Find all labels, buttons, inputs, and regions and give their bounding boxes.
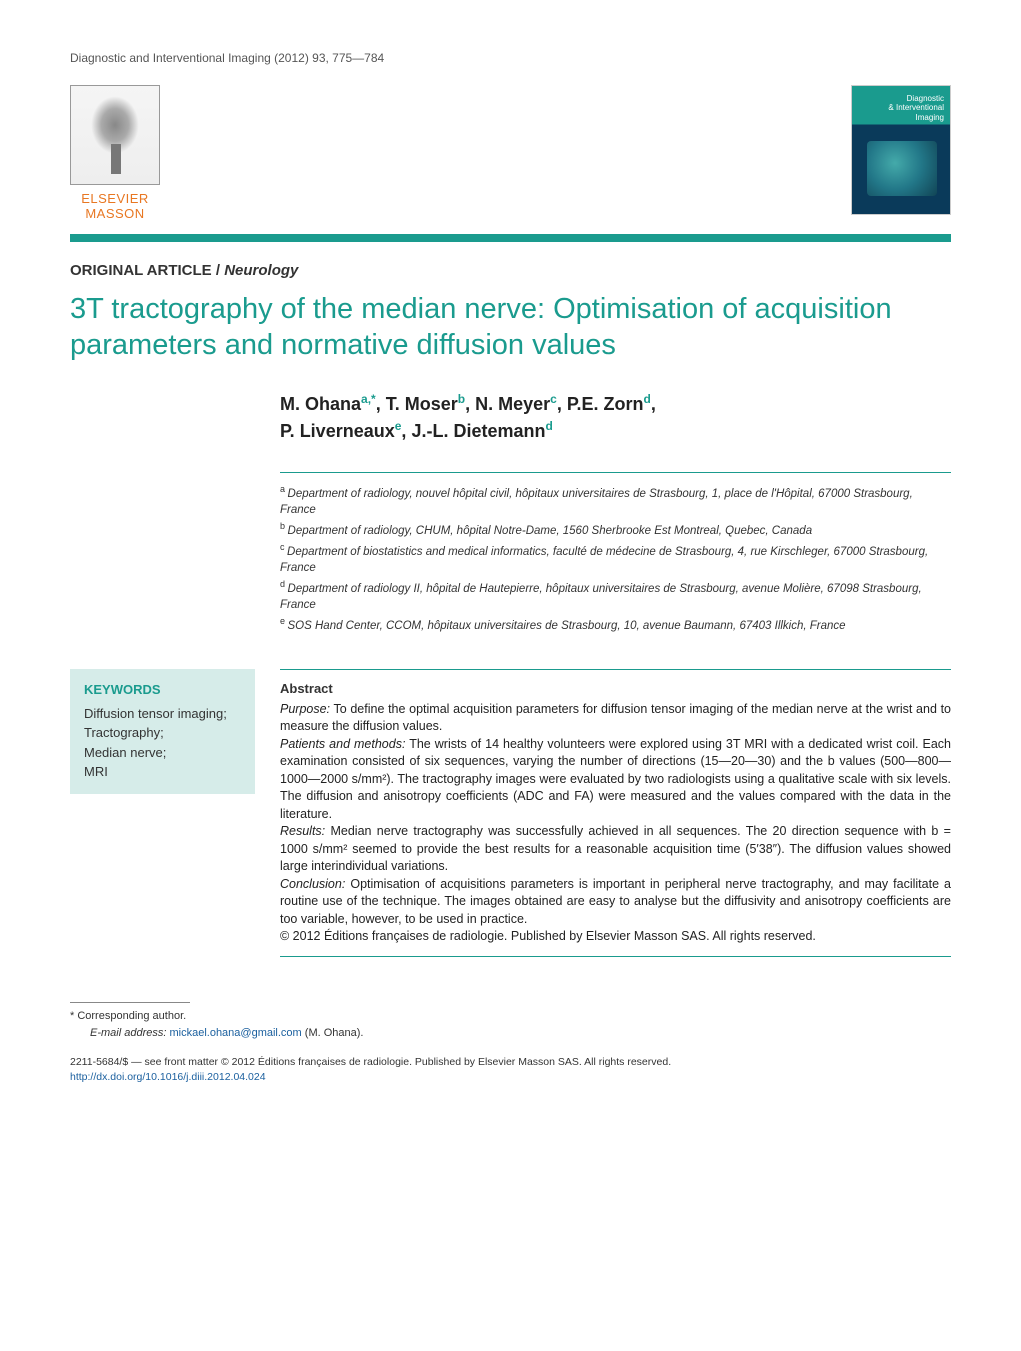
affiliation: c Department of biostatistics and medica… xyxy=(280,541,951,577)
affiliations-block: a Department of radiology, nouvel hôpita… xyxy=(280,472,951,635)
abstract-heading: Abstract xyxy=(280,680,951,698)
email-link[interactable]: mickael.ohana@gmail.com xyxy=(169,1027,301,1039)
author: N. Meyerc xyxy=(475,394,557,414)
keywords-box: KEYWORDS Diffusion tensor imaging;Tracto… xyxy=(70,669,255,793)
doi-link[interactable]: http://dx.doi.org/10.1016/j.diii.2012.04… xyxy=(70,1071,266,1083)
elsevier-tree-icon xyxy=(70,85,160,185)
journal-cover-thumbnail: Diagnostic & Interventional Imaging xyxy=(851,85,951,215)
keyword-item: Tractography; xyxy=(84,723,241,743)
journal-reference: Diagnostic and Interventional Imaging (2… xyxy=(70,50,951,67)
keyword-item: Diffusion tensor imaging; xyxy=(84,704,241,724)
footer-divider xyxy=(70,1002,190,1003)
author: P.E. Zornd xyxy=(567,394,651,414)
divider-bar xyxy=(70,234,951,242)
email-line: E-mail address: mickael.ohana@gmail.com … xyxy=(90,1026,951,1041)
article-type: ORIGINAL ARTICLE / Neurology xyxy=(70,260,951,281)
corresponding-author-note: * Corresponding author. xyxy=(70,1009,951,1024)
abstract-results: Results: Median nerve tractography was s… xyxy=(280,823,951,876)
publisher-name: ELSEVIER MASSON xyxy=(81,191,149,222)
journal-cover-title: Diagnostic & Interventional Imaging xyxy=(858,94,944,123)
author: M. Ohanaa,* xyxy=(280,394,376,414)
issn-copyright-line: 2211-5684/$ — see front matter © 2012 Éd… xyxy=(70,1055,951,1070)
article-category: Neurology xyxy=(224,262,298,279)
content-row: KEYWORDS Diffusion tensor imaging;Tracto… xyxy=(70,669,951,956)
abstract-conclusion: Conclusion: Optimisation of acquisitions… xyxy=(280,876,951,929)
authors-block: M. Ohanaa,*, T. Moserb, N. Meyerc, P.E. … xyxy=(280,391,951,443)
affiliation: b Department of radiology, CHUM, hôpital… xyxy=(280,520,951,540)
abstract-purpose: Purpose: To define the optimal acquisiti… xyxy=(280,701,951,736)
logos-row: ELSEVIER MASSON Diagnostic & Interventio… xyxy=(70,85,951,222)
article-type-label: ORIGINAL ARTICLE xyxy=(70,262,212,279)
publisher-logo-block: ELSEVIER MASSON xyxy=(70,85,160,222)
affiliation: d Department of radiology II, hôpital de… xyxy=(280,578,951,614)
keyword-item: Median nerve; xyxy=(84,743,241,763)
author: J.-L. Dietemannd xyxy=(411,421,552,441)
abstract-methods: Patients and methods: The wrists of 14 h… xyxy=(280,736,951,824)
article-title: 3T tractography of the median nerve: Opt… xyxy=(70,291,951,364)
affiliation: a Department of radiology, nouvel hôpita… xyxy=(280,483,951,519)
keywords-heading: KEYWORDS xyxy=(84,681,241,699)
author: P. Liverneauxe xyxy=(280,421,401,441)
authors-list: M. Ohanaa,*, T. Moserb, N. Meyerc, P.E. … xyxy=(280,391,951,443)
abstract-block: Abstract Purpose: To define the optimal … xyxy=(280,669,951,956)
journal-cover-image-icon xyxy=(867,141,937,196)
author: T. Moserb xyxy=(386,394,465,414)
keyword-item: MRI xyxy=(84,762,241,782)
keywords-list: Diffusion tensor imaging;Tractography;Me… xyxy=(84,704,241,782)
affiliation: e SOS Hand Center, CCOM, hôpitaux univer… xyxy=(280,615,951,635)
doi-line: http://dx.doi.org/10.1016/j.diii.2012.04… xyxy=(70,1070,951,1085)
abstract-copyright: © 2012 Éditions françaises de radiologie… xyxy=(280,928,951,946)
